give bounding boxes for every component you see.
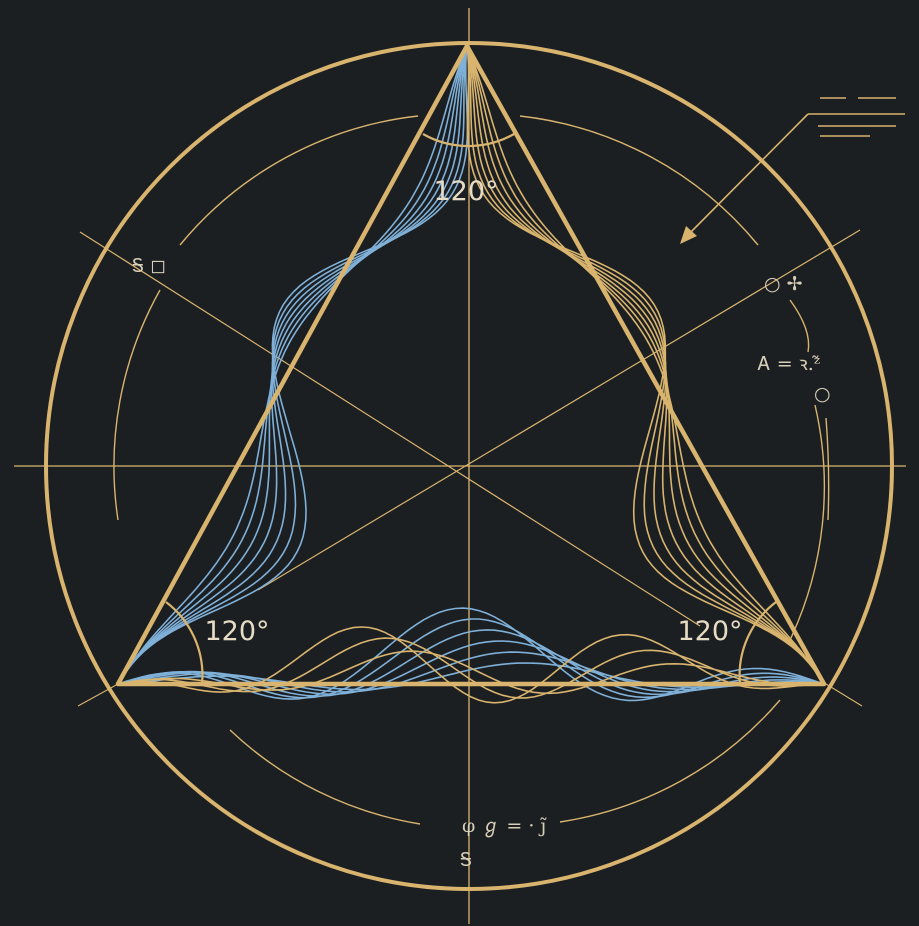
annotation-right-small: ○ (814, 383, 831, 405)
legend-lines-icon (818, 97, 896, 137)
inner-arc-right (789, 404, 825, 641)
wave-left-1 (117, 45, 468, 685)
wave-bottom-blue-4 (117, 629, 825, 697)
arrow-icon (680, 113, 905, 244)
construction-lines (14, 8, 906, 924)
main-triangle (115, 43, 827, 687)
wave-bottom-blue-3 (117, 640, 825, 696)
angle-arc-right (738, 601, 777, 685)
wave-left-2 (117, 45, 468, 685)
annotation-left-mark: Ꭶ ◻ (132, 255, 166, 277)
diagonal-line-left (79, 231, 701, 627)
wave-right-3 (466, 45, 825, 685)
diagonal-line-right (257, 229, 861, 591)
angle-label-left: 120° (204, 616, 269, 647)
wave-bottom-gold-1 (117, 650, 825, 695)
tick-bottom-left (77, 683, 119, 707)
angle-arcs (165, 133, 777, 685)
annotation-bottom-small: Ꭶ (460, 849, 472, 871)
inner-arc-bottom-right (559, 699, 781, 823)
wave-right-1 (466, 45, 825, 685)
wave-right-2 (466, 45, 825, 685)
wave-left-7 (117, 45, 469, 685)
wave-left-3 (117, 45, 468, 685)
tick-bottom-right (825, 683, 863, 707)
angle-arc-top (422, 133, 515, 148)
side-curve-right-lower (825, 417, 830, 521)
wave-curves-blue (117, 45, 825, 702)
annotation-bottom-equation: φ ℊ = · ȷ̃ (462, 815, 547, 837)
inner-arc-bottom-left (229, 729, 421, 825)
wave-right-4 (466, 45, 825, 685)
annotation-right-equation: Ꭺ = ꝛ.ᶻ̃ (757, 353, 820, 375)
wave-right-7 (466, 45, 825, 685)
inner-arc-left (113, 289, 161, 521)
wave-left-4 (117, 45, 468, 685)
annotation-right-mark: ○ ✢ (764, 273, 803, 295)
wave-curves-gold (117, 45, 825, 704)
inner-arc-top-left (179, 115, 419, 246)
outer-circle (44, 41, 894, 891)
angle-label-right: 120° (677, 616, 742, 647)
angle-label-top: 120° (433, 176, 498, 207)
angle-arc-left (165, 601, 204, 685)
circles (44, 41, 894, 891)
wave-bottom-gold-3 (117, 626, 825, 704)
inner-arc-top-right (519, 115, 759, 246)
side-curve-right (789, 299, 810, 353)
